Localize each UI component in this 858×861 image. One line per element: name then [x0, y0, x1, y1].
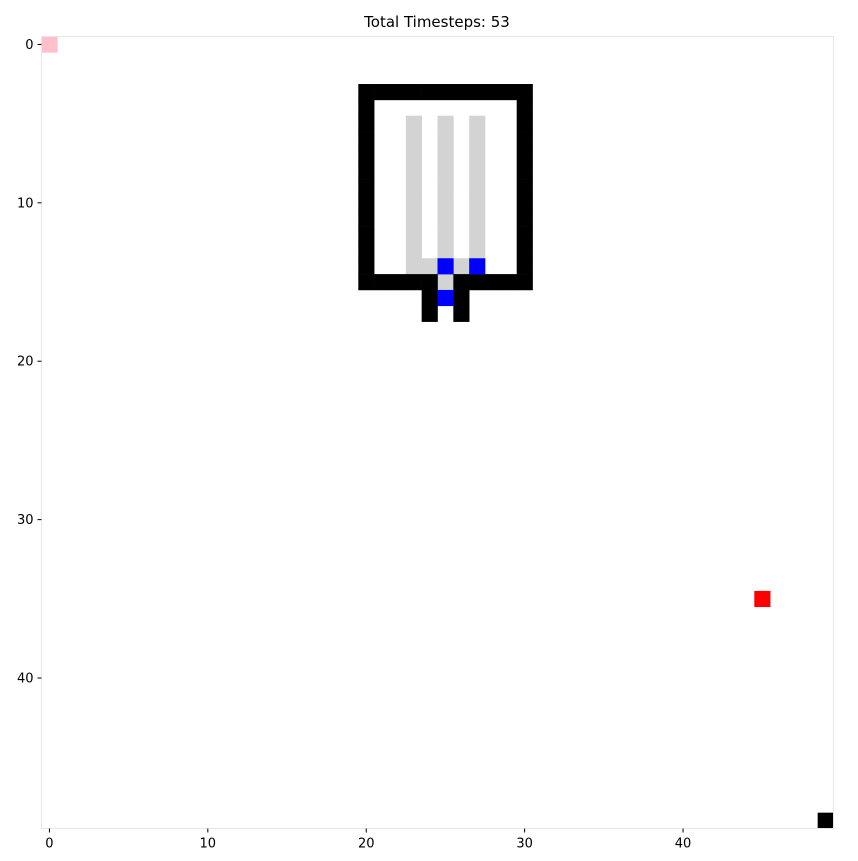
wall-cell: [516, 194, 533, 212]
floor-cell: [405, 147, 422, 164]
agent-cell: [437, 258, 454, 275]
wall-cell: [516, 242, 533, 259]
wall-cell: [453, 305, 470, 322]
wall-cell: [421, 289, 438, 307]
floor-cell: [469, 210, 486, 227]
floor-cell: [405, 210, 422, 227]
wall-cell: [516, 84, 533, 101]
y-tick-label: 40: [17, 672, 34, 687]
floor-cell: [405, 242, 422, 259]
wall-cell: [453, 274, 470, 291]
wall-cell: [389, 274, 407, 291]
floor-cell: [469, 163, 486, 180]
agent-cell: [437, 289, 454, 307]
floor-cell: [437, 115, 454, 132]
x-tick-label: 30: [516, 837, 533, 852]
wall-cell: [358, 163, 375, 180]
wall-cell: [358, 242, 375, 259]
floor-cell: [469, 242, 486, 259]
floor-cell: [469, 131, 486, 148]
wall-cell: [358, 147, 375, 164]
floor-cell: [405, 131, 422, 148]
y-tick-label: 30: [17, 513, 34, 528]
wall-cell: [516, 163, 533, 180]
wall-cell: [485, 84, 502, 101]
floor-cell: [437, 147, 454, 164]
floor-cell: [453, 258, 470, 275]
corner-cell: [817, 812, 834, 829]
wall-cell: [358, 179, 375, 196]
wall-cell: [469, 274, 486, 291]
y-tick-label: 10: [17, 196, 34, 211]
wall-cell: [358, 131, 375, 148]
wall-cell: [516, 131, 533, 148]
grid-cells: [41, 36, 834, 829]
wall-cell: [516, 115, 533, 132]
floor-cell: [437, 274, 454, 291]
wall-cell: [405, 84, 422, 101]
floor-cell: [437, 226, 454, 243]
wall-cell: [358, 99, 375, 116]
wall-cell: [358, 84, 375, 101]
floor-cell: [469, 194, 486, 212]
floor-cell: [405, 115, 422, 132]
wall-cell: [358, 210, 375, 227]
x-tick-label: 0: [45, 837, 53, 852]
target-cell: [754, 590, 771, 608]
plot-frame: [41, 36, 834, 829]
floor-cell: [437, 210, 454, 227]
wall-cell: [469, 84, 486, 101]
floor-cell: [405, 163, 422, 180]
wall-cell: [374, 274, 391, 291]
wall-cell: [516, 210, 533, 227]
wall-cell: [405, 274, 422, 291]
x-tick-label: 20: [358, 837, 375, 852]
wall-cell: [516, 258, 533, 275]
wall-cell: [485, 274, 502, 291]
wall-cell: [516, 99, 533, 116]
wall-cell: [389, 84, 407, 101]
floor-cell: [469, 115, 486, 132]
floor-cell: [437, 163, 454, 180]
axes: 0 10 20 30 40 0 10 20 30 40: [17, 38, 691, 852]
wall-cell: [358, 226, 375, 243]
floor-cell: [405, 226, 422, 243]
floor-cell: [469, 147, 486, 164]
wall-cell: [453, 289, 470, 307]
floor-cell: [469, 179, 486, 196]
floor-cell: [437, 194, 454, 212]
wall-cell: [453, 84, 470, 101]
wall-cell: [358, 194, 375, 212]
wall-cell: [500, 84, 517, 101]
floor-cell: [405, 194, 422, 212]
wall-cell: [500, 274, 517, 291]
floor-cell: [469, 226, 486, 243]
start-cell: [41, 36, 58, 53]
wall-cell: [437, 84, 454, 101]
chart-title: Total Timesteps: 53: [364, 13, 510, 31]
x-tick-label: 40: [675, 837, 692, 852]
wall-cell: [421, 274, 438, 291]
y-tick-label: 0: [25, 38, 33, 53]
floor-cell: [437, 179, 454, 196]
wall-cell: [358, 258, 375, 275]
floor-cell: [437, 242, 454, 259]
wall-cell: [421, 84, 438, 101]
floor-cell: [437, 131, 454, 148]
floor-cell: [405, 258, 422, 275]
wall-cell: [516, 226, 533, 243]
wall-cell: [358, 274, 375, 291]
x-tick-label: 10: [200, 837, 217, 852]
y-tick-label: 20: [17, 355, 34, 370]
wall-cell: [358, 115, 375, 132]
wall-cell: [421, 305, 438, 322]
wall-cell: [516, 179, 533, 196]
wall-cell: [374, 84, 391, 101]
floor-cell: [405, 179, 422, 196]
wall-cell: [516, 147, 533, 164]
agent-cell: [469, 258, 486, 275]
wall-cell: [516, 274, 533, 291]
floor-cell: [421, 258, 438, 275]
